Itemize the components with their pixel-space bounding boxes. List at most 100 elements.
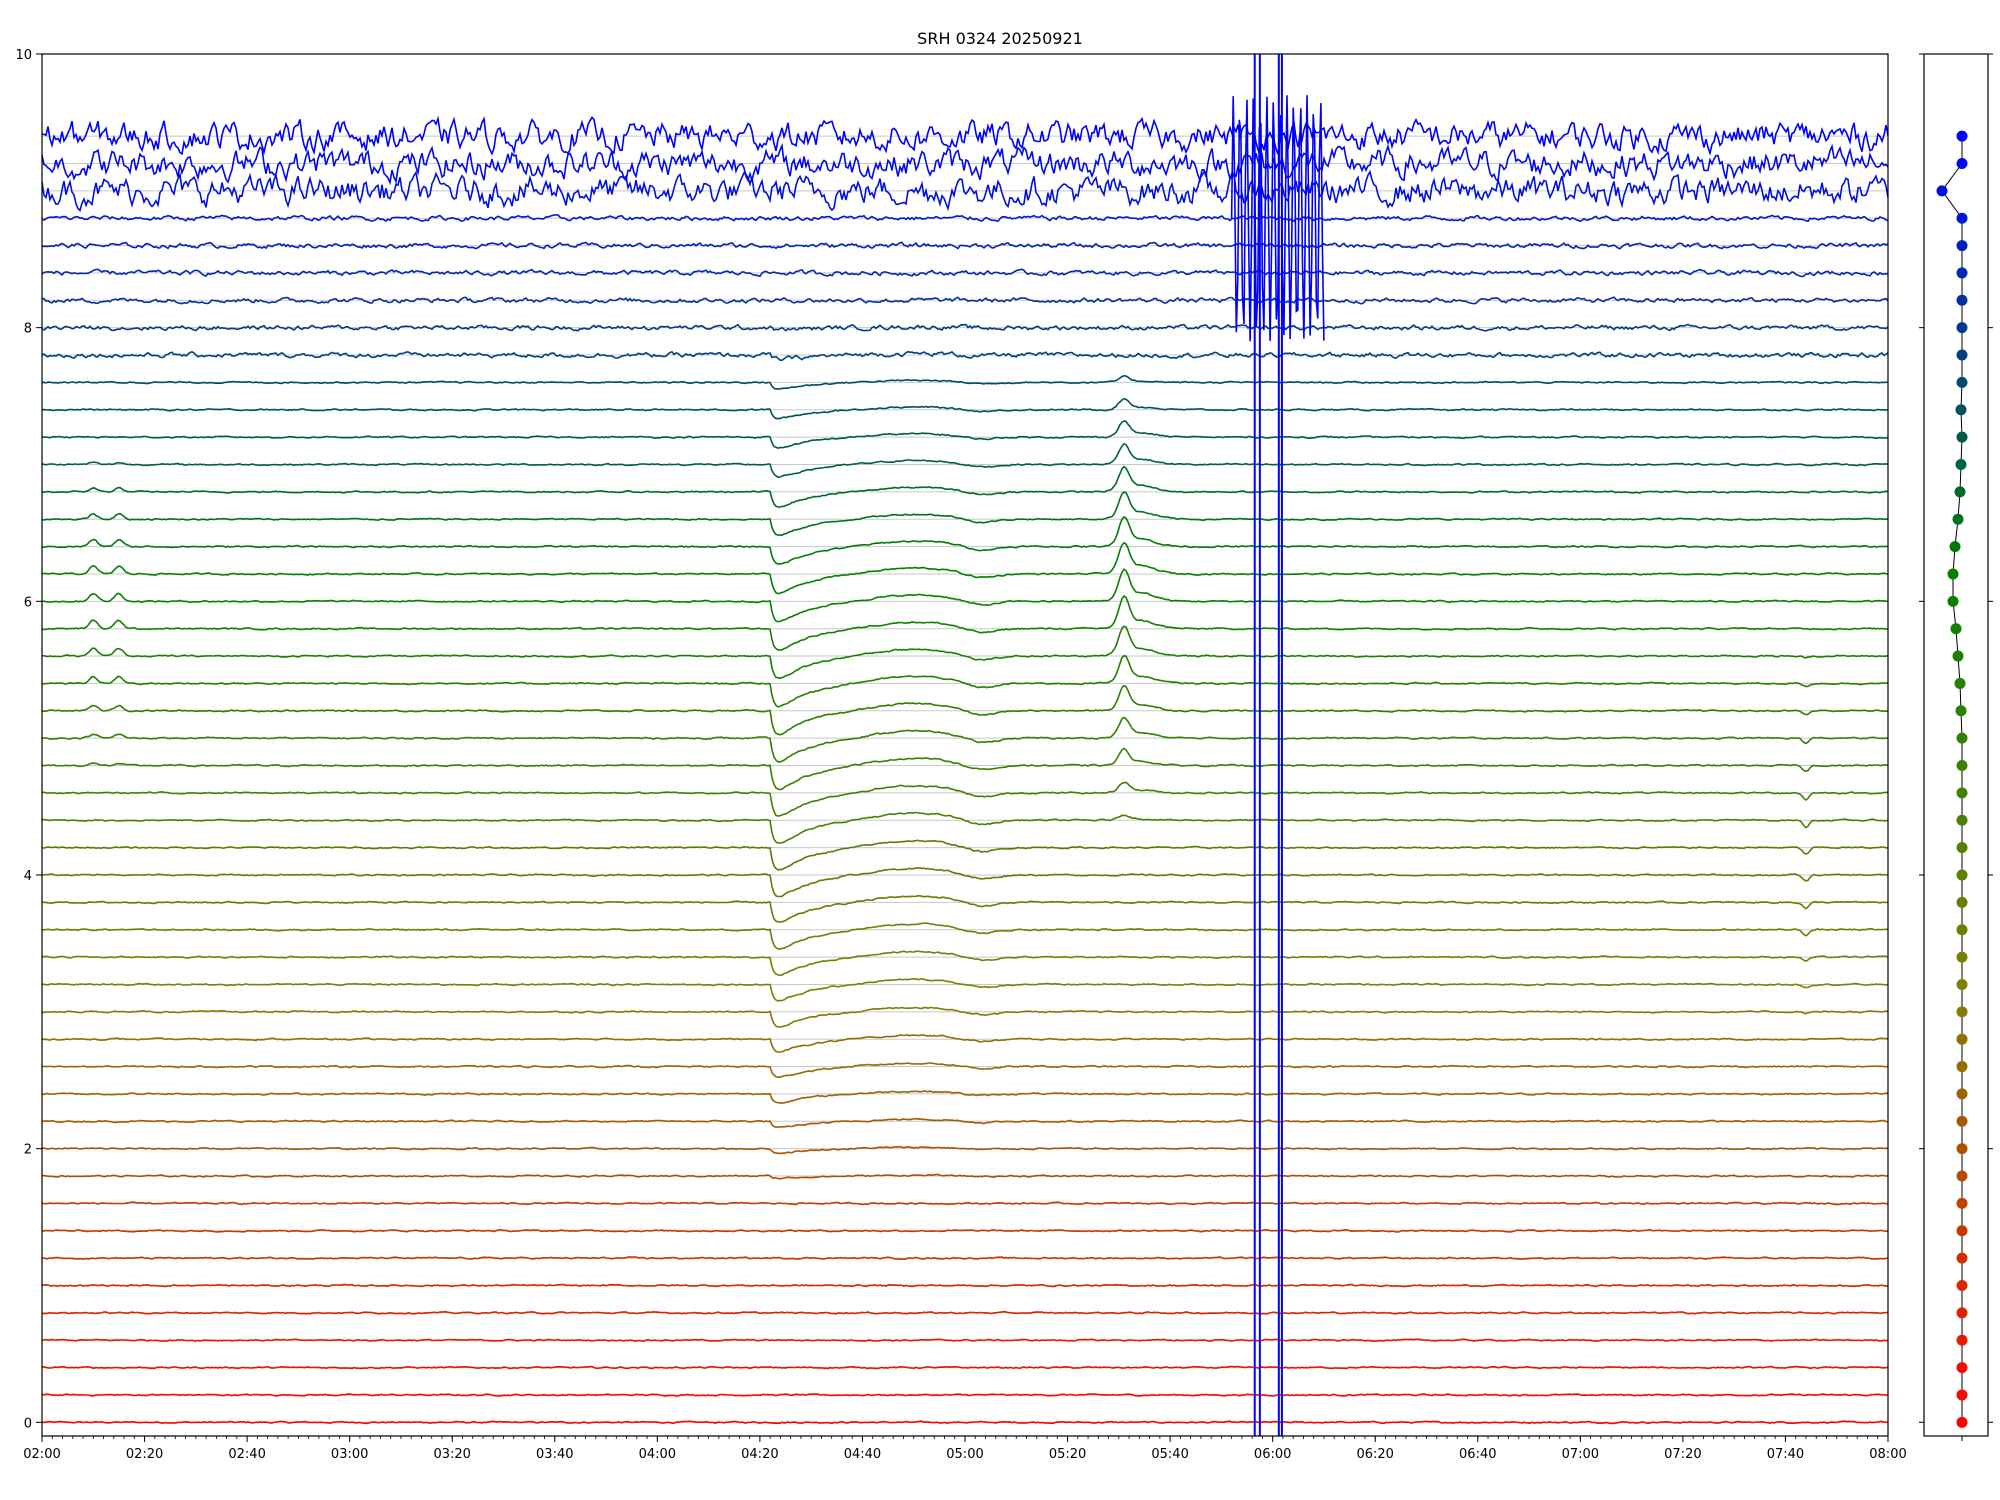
trace-line (41, 716, 1889, 763)
offset-point (1956, 130, 1968, 142)
x-tick-label: 04:00 (639, 1447, 676, 1462)
x-tick-label: 06:00 (1254, 1447, 1291, 1462)
offset-point (1956, 1307, 1968, 1319)
main-plot-area (42, 54, 1888, 1436)
chart-title: SRH 0324 20250921 (917, 29, 1083, 48)
trace-line (41, 1256, 1889, 1261)
offset-panel-frame (1923, 53, 1989, 1437)
x-tick-label: 06:40 (1459, 1447, 1496, 1462)
offset-points (1936, 130, 1968, 1428)
offset-point (1956, 1279, 1968, 1291)
offset-point (1956, 1061, 1968, 1073)
trace-line (41, 1145, 1889, 1155)
x-tick-label: 03:40 (536, 1447, 573, 1462)
trace-line (41, 214, 1889, 223)
offset-point (1956, 1252, 1968, 1264)
offset-point (1956, 978, 1968, 990)
trace-line (41, 296, 1889, 305)
offset-point (1956, 896, 1968, 908)
trace-line (41, 420, 1889, 449)
y-tick-label: 2 (24, 1143, 32, 1158)
trace-line (41, 1062, 1889, 1079)
y-axis-ticks: 0 2 4 6 8 10 (15, 48, 42, 1431)
trace-line (41, 922, 1888, 950)
offset-point (1956, 787, 1968, 799)
x-tick-label: 05:00 (946, 1447, 983, 1462)
offset-panel (1919, 53, 1993, 1441)
trace-line (41, 684, 1889, 736)
offset-point (1956, 924, 1968, 936)
trace-line (41, 491, 1889, 537)
offset-point (1955, 705, 1967, 717)
offset-point (1954, 677, 1966, 689)
trace-line (41, 1173, 1889, 1180)
offset-point (1956, 1088, 1968, 1100)
offset-point (1955, 458, 1967, 470)
trace-line (41, 568, 1889, 623)
offset-point (1950, 623, 1962, 635)
artifact-burst (1230, 95, 1325, 342)
offset-point (1956, 240, 1968, 252)
trace-line (41, 169, 1889, 213)
trace-line (41, 866, 1889, 898)
trace-line (42, 1228, 1889, 1233)
y-tick-label: 6 (24, 595, 32, 610)
offset-point (1956, 1225, 1968, 1237)
y-tick-label: 8 (24, 322, 32, 337)
offset-point (1955, 404, 1967, 416)
trace-line (41, 442, 1889, 479)
offset-point (1956, 376, 1968, 388)
offset-point (1956, 1170, 1968, 1182)
trace-line (41, 894, 1889, 923)
trace-line (41, 323, 1889, 332)
offset-point (1947, 595, 1959, 607)
main-plot: 02:00 02:20 02:40 03:00 03:20 03:40 04:00 04:20… (15, 29, 1906, 1462)
trace-line (41, 654, 1889, 708)
trace-line (41, 625, 1889, 680)
trace-line (42, 1393, 1888, 1397)
trace-line (42, 515, 1889, 565)
trace-line (41, 115, 1889, 157)
x-tick-label: 05:20 (1049, 1447, 1086, 1462)
trace-lines (41, 115, 1889, 1425)
trace-line (41, 541, 1889, 595)
y-tick-label: 4 (24, 869, 32, 884)
trace-line (42, 1117, 1889, 1128)
trace-line (41, 781, 1888, 817)
x-axis-ticks: 02:00 02:20 02:40 03:00 03:20 03:40 04:00 04:20… (23, 1436, 1907, 1462)
offset-point (1956, 349, 1968, 361)
trace-line (41, 1420, 1889, 1425)
trace-line (41, 1365, 1889, 1370)
trace-line (41, 1006, 1889, 1028)
offset-point (1956, 760, 1968, 772)
offset-point (1956, 1033, 1968, 1045)
trace-line (41, 142, 1889, 186)
trace-line (41, 374, 1889, 390)
y-tick-label: 10 (15, 48, 32, 63)
trace-line (41, 241, 1889, 250)
trace-line (41, 950, 1889, 977)
artifact-spikes (1230, 54, 1325, 1436)
offset-point (1954, 486, 1966, 498)
offset-point (1956, 1389, 1968, 1401)
offset-point (1956, 951, 1968, 963)
x-tick-label: 06:20 (1356, 1447, 1393, 1462)
x-tick-label: 02:40 (228, 1447, 265, 1462)
x-tick-label: 08:00 (1869, 1447, 1906, 1462)
offset-point (1956, 1006, 1968, 1018)
y-tick-label: 0 (24, 1416, 32, 1431)
trace-line (41, 268, 1889, 278)
trace-line (41, 977, 1889, 1002)
offset-point (1956, 1115, 1968, 1127)
trace-line (41, 839, 1889, 871)
offset-point (1956, 814, 1968, 826)
offset-point (1947, 568, 1959, 580)
x-tick-label: 02:20 (126, 1447, 163, 1462)
offset-point (1952, 650, 1964, 662)
trace-line (41, 1201, 1889, 1206)
trace-line (41, 595, 1888, 651)
trace-line (41, 350, 1889, 362)
offset-point (1956, 732, 1968, 744)
offset-point (1956, 1143, 1968, 1155)
trace-line (41, 465, 1889, 508)
